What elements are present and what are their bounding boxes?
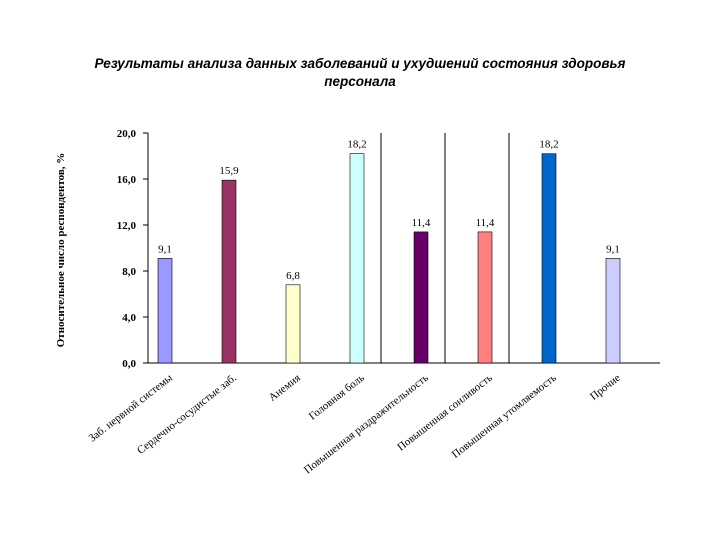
data-label: 6,8 (286, 270, 300, 282)
bar (157, 258, 173, 364)
bar (285, 284, 301, 364)
category-label: Повышенная утомляемость (450, 372, 559, 461)
data-label: 18,2 (539, 139, 558, 151)
data-label: 9,1 (158, 243, 172, 255)
chart-title-line1: Результаты анализа данных заболеваний и … (94, 56, 626, 71)
y-axis-label: Относительное число респондентов, % (55, 153, 67, 348)
category-label: Анемия (267, 372, 303, 404)
chart-title: Результаты анализа данных заболеваний и … (30, 55, 690, 91)
bar (477, 231, 493, 364)
category-label: Головная боль (307, 372, 367, 423)
data-label: 11,4 (476, 217, 495, 229)
y-tick-label: 16,0 (117, 174, 137, 186)
category-label: Повышенная раздражительность (302, 372, 431, 477)
y-tick-label: 12,0 (117, 220, 137, 232)
data-label: 18,2 (347, 139, 366, 151)
data-label: 15,9 (219, 165, 239, 177)
category-label: Прочие (588, 372, 623, 403)
bar (413, 231, 429, 364)
data-label: 9,1 (606, 243, 620, 255)
y-tick-label: 0,0 (122, 358, 136, 370)
bar (349, 153, 365, 364)
y-tick-label: 4,0 (122, 312, 136, 324)
bar (541, 153, 557, 364)
chart-title-line2: персонала (324, 74, 396, 89)
bar (221, 179, 237, 364)
bar (605, 258, 621, 364)
data-label: 11,4 (412, 217, 431, 229)
y-tick-label: 20,0 (117, 128, 137, 140)
y-tick-label: 8,0 (122, 266, 136, 278)
